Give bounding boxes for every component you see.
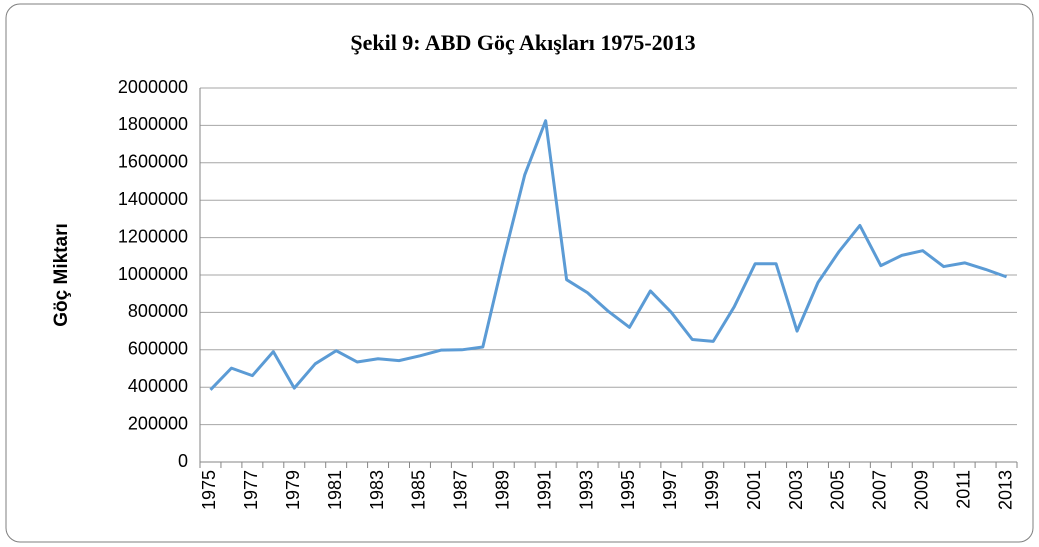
x-tick-label: 1975: [199, 470, 219, 510]
chart-title: Şekil 9: ABD Göç Akışları 1975-2013: [350, 30, 695, 55]
x-tick-label: 1981: [325, 470, 345, 510]
x-tick-label: 1997: [660, 470, 680, 510]
y-tick-label: 0: [178, 451, 188, 471]
x-tick-label: 1985: [409, 470, 429, 510]
data-line: [209, 119, 1008, 391]
y-tick-label: 1200000: [118, 226, 188, 246]
x-tick-label: 1987: [451, 470, 471, 510]
y-axis-label: Göç Miktarı: [51, 223, 72, 326]
x-tick-label: 2009: [911, 470, 931, 510]
y-tick-label: 2000000: [118, 77, 188, 97]
x-tick-label: 1991: [534, 470, 554, 510]
y-tick-label: 600000: [128, 339, 188, 359]
x-tick-label: 1995: [618, 470, 638, 510]
y-tick-label: 400000: [128, 376, 188, 396]
x-tick-label: 1999: [702, 470, 722, 510]
y-tick-label: 200000: [128, 413, 188, 433]
x-tick-label: 2001: [744, 470, 764, 510]
chart-frame: [5, 3, 1034, 543]
x-tick-label: 2007: [870, 470, 890, 510]
x-tick-label: 1983: [367, 470, 387, 510]
x-tick-label: 2011: [953, 470, 973, 509]
x-tick-label: 1993: [576, 470, 596, 510]
x-tick-label: 2005: [828, 470, 848, 510]
y-tick-label: 1800000: [118, 114, 188, 134]
y-tick-label: 1400000: [118, 189, 188, 209]
x-tick-label: 2003: [786, 470, 806, 510]
x-tick-label: 1977: [241, 470, 261, 510]
x-tick-label: 1989: [493, 470, 513, 510]
x-tick-label: 2013: [995, 470, 1015, 510]
y-tick-label: 1000000: [118, 264, 188, 284]
x-tick-label: 1979: [283, 470, 303, 510]
y-tick-label: 800000: [128, 301, 188, 321]
y-tick-label: 1600000: [118, 152, 188, 172]
